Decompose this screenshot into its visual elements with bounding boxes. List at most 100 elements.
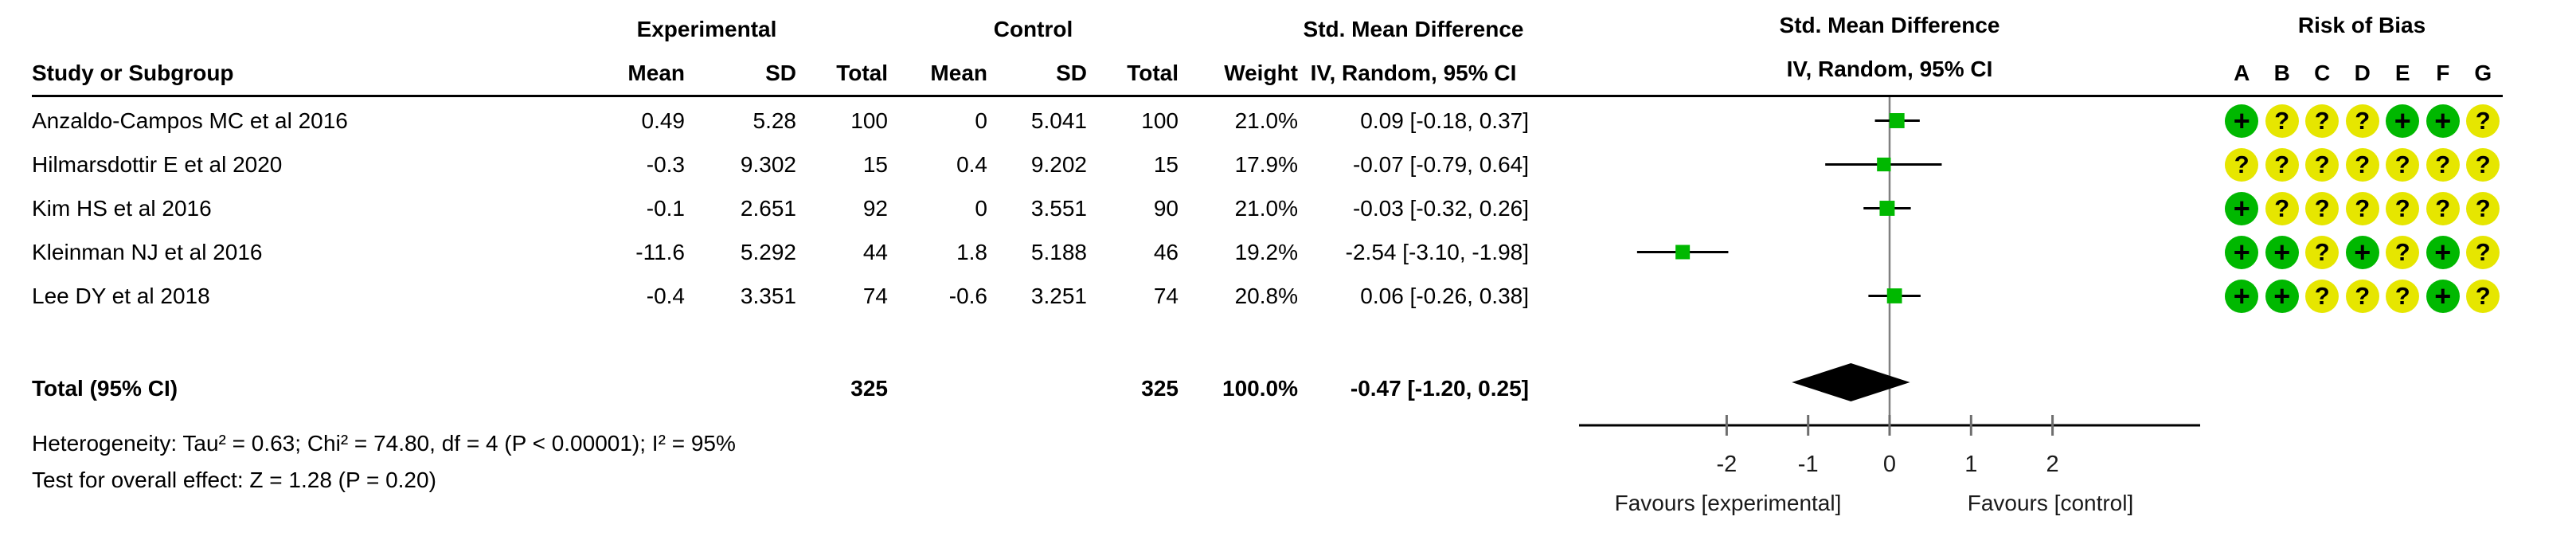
- ctrl-sd: 9.202: [1030, 151, 1087, 177]
- rob-unclear-risk-icon: ?: [2345, 191, 2379, 225]
- experimental-group-header: Experimental: [636, 16, 777, 41]
- rob-unclear-risk-icon: ?: [2265, 147, 2299, 182]
- rob-low-risk-icon: +: [2225, 279, 2259, 313]
- rob-unclear-risk-icon: ?: [2466, 235, 2500, 269]
- rob-unclear-risk-icon: ?: [2386, 279, 2420, 313]
- rob-cell: ?: [2343, 279, 2383, 313]
- exp-sd: 9.302: [740, 151, 796, 177]
- rob-low-risk-icon: +: [2225, 191, 2259, 225]
- svg-text:Favours [experimental]: Favours [experimental]: [1615, 491, 1842, 515]
- rob-cell: ?: [2463, 191, 2504, 225]
- study-weight: 19.2%: [1234, 239, 1298, 264]
- rob-cell: ?: [2302, 279, 2343, 313]
- ctrl-total: 74: [1153, 283, 1179, 308]
- rob-cell: ?: [2383, 279, 2423, 313]
- exp-total: 74: [862, 283, 888, 308]
- rob-unclear-risk-icon: ?: [2466, 279, 2500, 313]
- rob-unclear-risk-icon: ?: [2305, 147, 2340, 182]
- study-column-header: Study or Subgroup: [32, 60, 234, 85]
- svg-text:-1: -1: [1798, 452, 1819, 477]
- study-ci: -2.54 [-3.10, -1.98]: [1345, 239, 1529, 264]
- rob-unclear-risk-icon: ?: [2426, 191, 2460, 225]
- rob-low-risk-icon: +: [2225, 104, 2259, 138]
- rob-unclear-risk-icon: ?: [2305, 104, 2340, 138]
- rob-unclear-risk-icon: ?: [2305, 191, 2340, 225]
- exp-sd-header: SD: [765, 60, 796, 85]
- rob-letter-c: C: [2314, 61, 2331, 85]
- ctrl-total: 15: [1153, 151, 1179, 177]
- rob-cell: +: [2262, 279, 2303, 313]
- rob-low-risk-icon: +: [2265, 279, 2299, 313]
- ctrl-sd: 5.188: [1030, 239, 1087, 264]
- ctrl-mean: -0.6: [948, 283, 987, 308]
- rob-row: ???????: [2222, 143, 2504, 186]
- ctrl-total-header: Total: [1127, 60, 1179, 85]
- rob-unclear-risk-icon: ?: [2466, 104, 2500, 138]
- risk-of-bias-title: Risk of Bias: [2297, 13, 2426, 37]
- rob-letter-b: B: [2273, 61, 2290, 85]
- rob-letter-e: E: [2394, 61, 2410, 85]
- table-header: Experimental Control Std. Mean Differenc…: [32, 7, 1529, 95]
- weight-header: Weight: [1224, 60, 1298, 85]
- rob-cell: ?: [2463, 104, 2504, 138]
- rob-cell: +: [2222, 279, 2262, 313]
- rob-unclear-risk-icon: ?: [2466, 147, 2500, 182]
- ci-plot-header: IV, Random, 95% CI: [1786, 57, 1993, 81]
- exp-total-header: Total: [836, 60, 888, 85]
- rob-letter-a: A: [2234, 61, 2250, 85]
- ctrl-mean: 1.8: [956, 239, 987, 264]
- study-weight: 20.8%: [1234, 283, 1298, 308]
- study-name: Kim HS et al 2016: [32, 195, 212, 221]
- rob-low-risk-icon: +: [2426, 279, 2460, 313]
- study-name: Kleinman NJ et al 2016: [32, 239, 263, 264]
- ctrl-sd: 5.041: [1030, 108, 1087, 133]
- rob-cell: +: [2222, 104, 2262, 138]
- exp-total: 44: [862, 239, 888, 264]
- rob-cell: +: [2343, 235, 2383, 269]
- svg-text:1: 1: [1964, 452, 1977, 477]
- rob-unclear-risk-icon: ?: [2386, 147, 2420, 182]
- exp-mean: 0.49: [641, 108, 686, 133]
- rob-cell: ?: [2383, 191, 2423, 225]
- exp-sd: 2.651: [740, 195, 796, 221]
- total-label: Total (95% CI): [32, 375, 178, 401]
- exp-mean: -0.4: [646, 283, 685, 308]
- rob-low-risk-icon: +: [2265, 235, 2299, 269]
- risk-of-bias-grid: +??? + +???????? +?????? + +? +? +? + +??? +?: [2222, 99, 2504, 318]
- rob-cell: ?: [2343, 191, 2383, 225]
- rob-cell: ?: [2302, 104, 2343, 138]
- rob-cell: ?: [2302, 147, 2343, 182]
- control-group-header: Control: [993, 16, 1073, 41]
- rob-cell: ?: [2222, 147, 2262, 182]
- rob-row: +??? + +?: [2222, 99, 2504, 143]
- overall-effect-text: Test for overall effect: Z = 1.28 (P = 0…: [32, 468, 436, 492]
- rob-cell: ?: [2262, 104, 2303, 138]
- rob-cell: ?: [2262, 147, 2303, 182]
- ctrl-sd: 3.251: [1030, 283, 1087, 308]
- exp-mean: -0.1: [646, 195, 685, 221]
- rob-low-risk-icon: +: [2426, 235, 2460, 269]
- ctrl-total: 46: [1153, 239, 1179, 264]
- rob-row: + +??? +?: [2222, 274, 2504, 318]
- rob-cell: +: [2423, 279, 2464, 313]
- study-name: Hilmarsdottir E et al 2020: [32, 151, 283, 177]
- exp-mean: -11.6: [635, 239, 685, 264]
- rob-unclear-risk-icon: ?: [2265, 191, 2299, 225]
- study-weight: 21.0%: [1234, 108, 1298, 133]
- rob-letter-g: G: [2474, 61, 2492, 85]
- rob-low-risk-icon: +: [2426, 104, 2460, 138]
- rob-unclear-risk-icon: ?: [2426, 147, 2460, 182]
- svg-text:0: 0: [1883, 452, 1896, 477]
- rob-unclear-risk-icon: ?: [2305, 279, 2340, 313]
- ctrl-mean: 0: [975, 195, 987, 221]
- total-ctrl-total: 325: [1141, 375, 1179, 401]
- heterogeneity-text: Heterogeneity: Tau² = 0.63; Chi² = 74.80…: [32, 431, 736, 456]
- ctrl-total: 100: [1141, 108, 1179, 133]
- ctrl-mean: 0.4: [956, 151, 987, 177]
- rob-unclear-risk-icon: ?: [2345, 104, 2379, 138]
- rob-unclear-risk-icon: ?: [2386, 191, 2420, 225]
- rob-letter-d: D: [2354, 61, 2371, 85]
- rob-unclear-risk-icon: ?: [2225, 147, 2259, 182]
